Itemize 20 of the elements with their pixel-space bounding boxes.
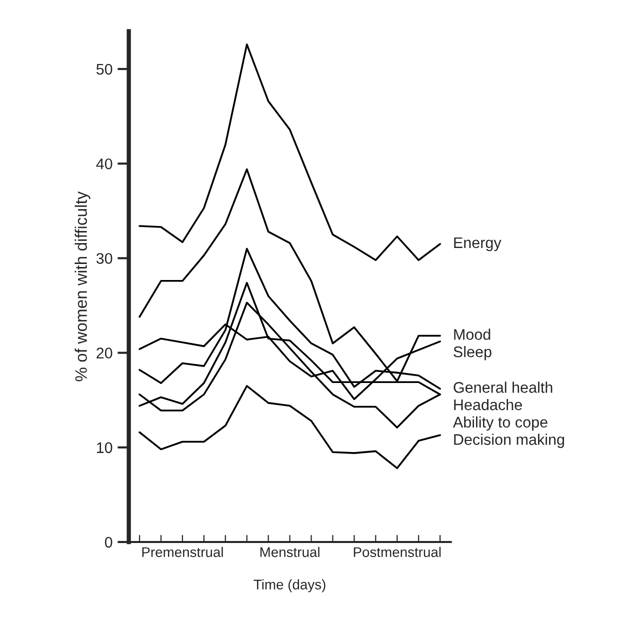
y-tick-label: 30 bbox=[96, 253, 112, 264]
series-label: Headache bbox=[454, 399, 522, 410]
series-label: Ability to cope bbox=[452, 416, 548, 431]
series-label: Sleep bbox=[454, 346, 492, 360]
y-tick-label: 10 bbox=[97, 442, 112, 454]
x-tick-label: Menstrual bbox=[260, 546, 320, 558]
series-label: General health bbox=[454, 382, 552, 393]
series-label: Decision making bbox=[454, 434, 564, 448]
y-tick-label: 40 bbox=[96, 158, 112, 170]
series-label: Energy bbox=[454, 237, 502, 252]
y-tick-label: 0 bbox=[104, 536, 112, 548]
line-series bbox=[138, 385, 441, 470]
y-axis-title: % of women with difficulty bbox=[74, 191, 90, 382]
y-tick-label: 50 bbox=[96, 64, 112, 75]
series-label: Mood bbox=[454, 328, 490, 340]
x-tick-label: Premenstrual bbox=[142, 546, 223, 558]
line-series bbox=[138, 43, 441, 261]
x-tick-label: Postmenstrual bbox=[354, 546, 441, 558]
x-axis-title: Time (days) bbox=[254, 579, 326, 592]
y-tick-label: 20 bbox=[96, 348, 112, 358]
